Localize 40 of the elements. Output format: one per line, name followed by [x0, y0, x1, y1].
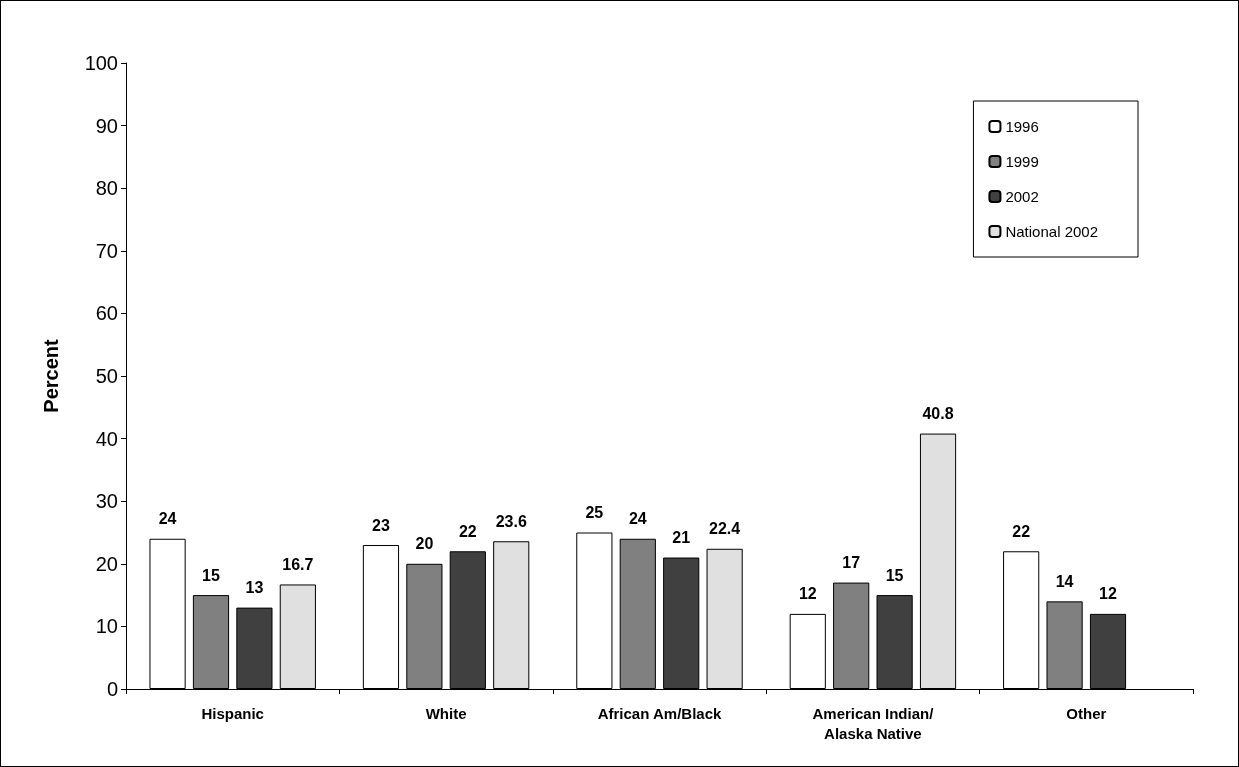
legend-label: National 2002: [1005, 223, 1099, 240]
data-label: 15: [885, 566, 904, 584]
data-label: 22: [458, 522, 477, 540]
y-tick-label: 50: [95, 365, 118, 387]
y-tick-label: 40: [95, 427, 118, 450]
x-tick-label: Other: [1066, 704, 1107, 722]
y-tick-label: 20: [95, 552, 118, 575]
x-tick-label: Hispanic: [201, 704, 264, 722]
data-label: 22: [1012, 522, 1031, 540]
x-tick-label: White: [425, 704, 467, 722]
y-tick-label: 10: [95, 615, 118, 638]
data-label: 15: [202, 566, 220, 584]
y-tick-label: 100: [84, 52, 118, 74]
data-label: 25: [585, 504, 604, 521]
data-label: 23: [372, 516, 390, 534]
data-label: 13: [245, 579, 264, 597]
data-label: 24: [158, 510, 177, 528]
x-tick-label: African Am/Black: [597, 704, 722, 722]
legend-label: 1999: [1005, 153, 1039, 170]
data-label: 12: [798, 585, 817, 603]
y-tick-label: 30: [95, 490, 118, 513]
x-tick-label: American Indian/Alaska Native: [812, 704, 935, 742]
data-label: 20: [415, 535, 434, 553]
y-tick-label: 80: [95, 177, 118, 200]
data-label: 21: [672, 529, 691, 547]
data-label: 40.8: [922, 405, 954, 423]
y-tick-label: 70: [95, 239, 118, 262]
data-label: 17: [842, 554, 861, 572]
y-tick-label: 60: [95, 302, 118, 325]
y-tick-label: 90: [95, 114, 118, 137]
data-label: 12: [1099, 585, 1118, 603]
data-label: 23.6: [495, 512, 527, 530]
legend-label: 2002: [1005, 188, 1039, 205]
y-tick-label: 0: [106, 678, 118, 700]
data-label: 14: [1055, 572, 1074, 590]
data-label: 22.4: [709, 520, 741, 538]
legend-label: 1996: [1005, 118, 1039, 135]
data-label: 16.7: [282, 555, 314, 573]
data-label: 24: [628, 510, 647, 528]
y-axis-title: Percent: [40, 338, 62, 413]
